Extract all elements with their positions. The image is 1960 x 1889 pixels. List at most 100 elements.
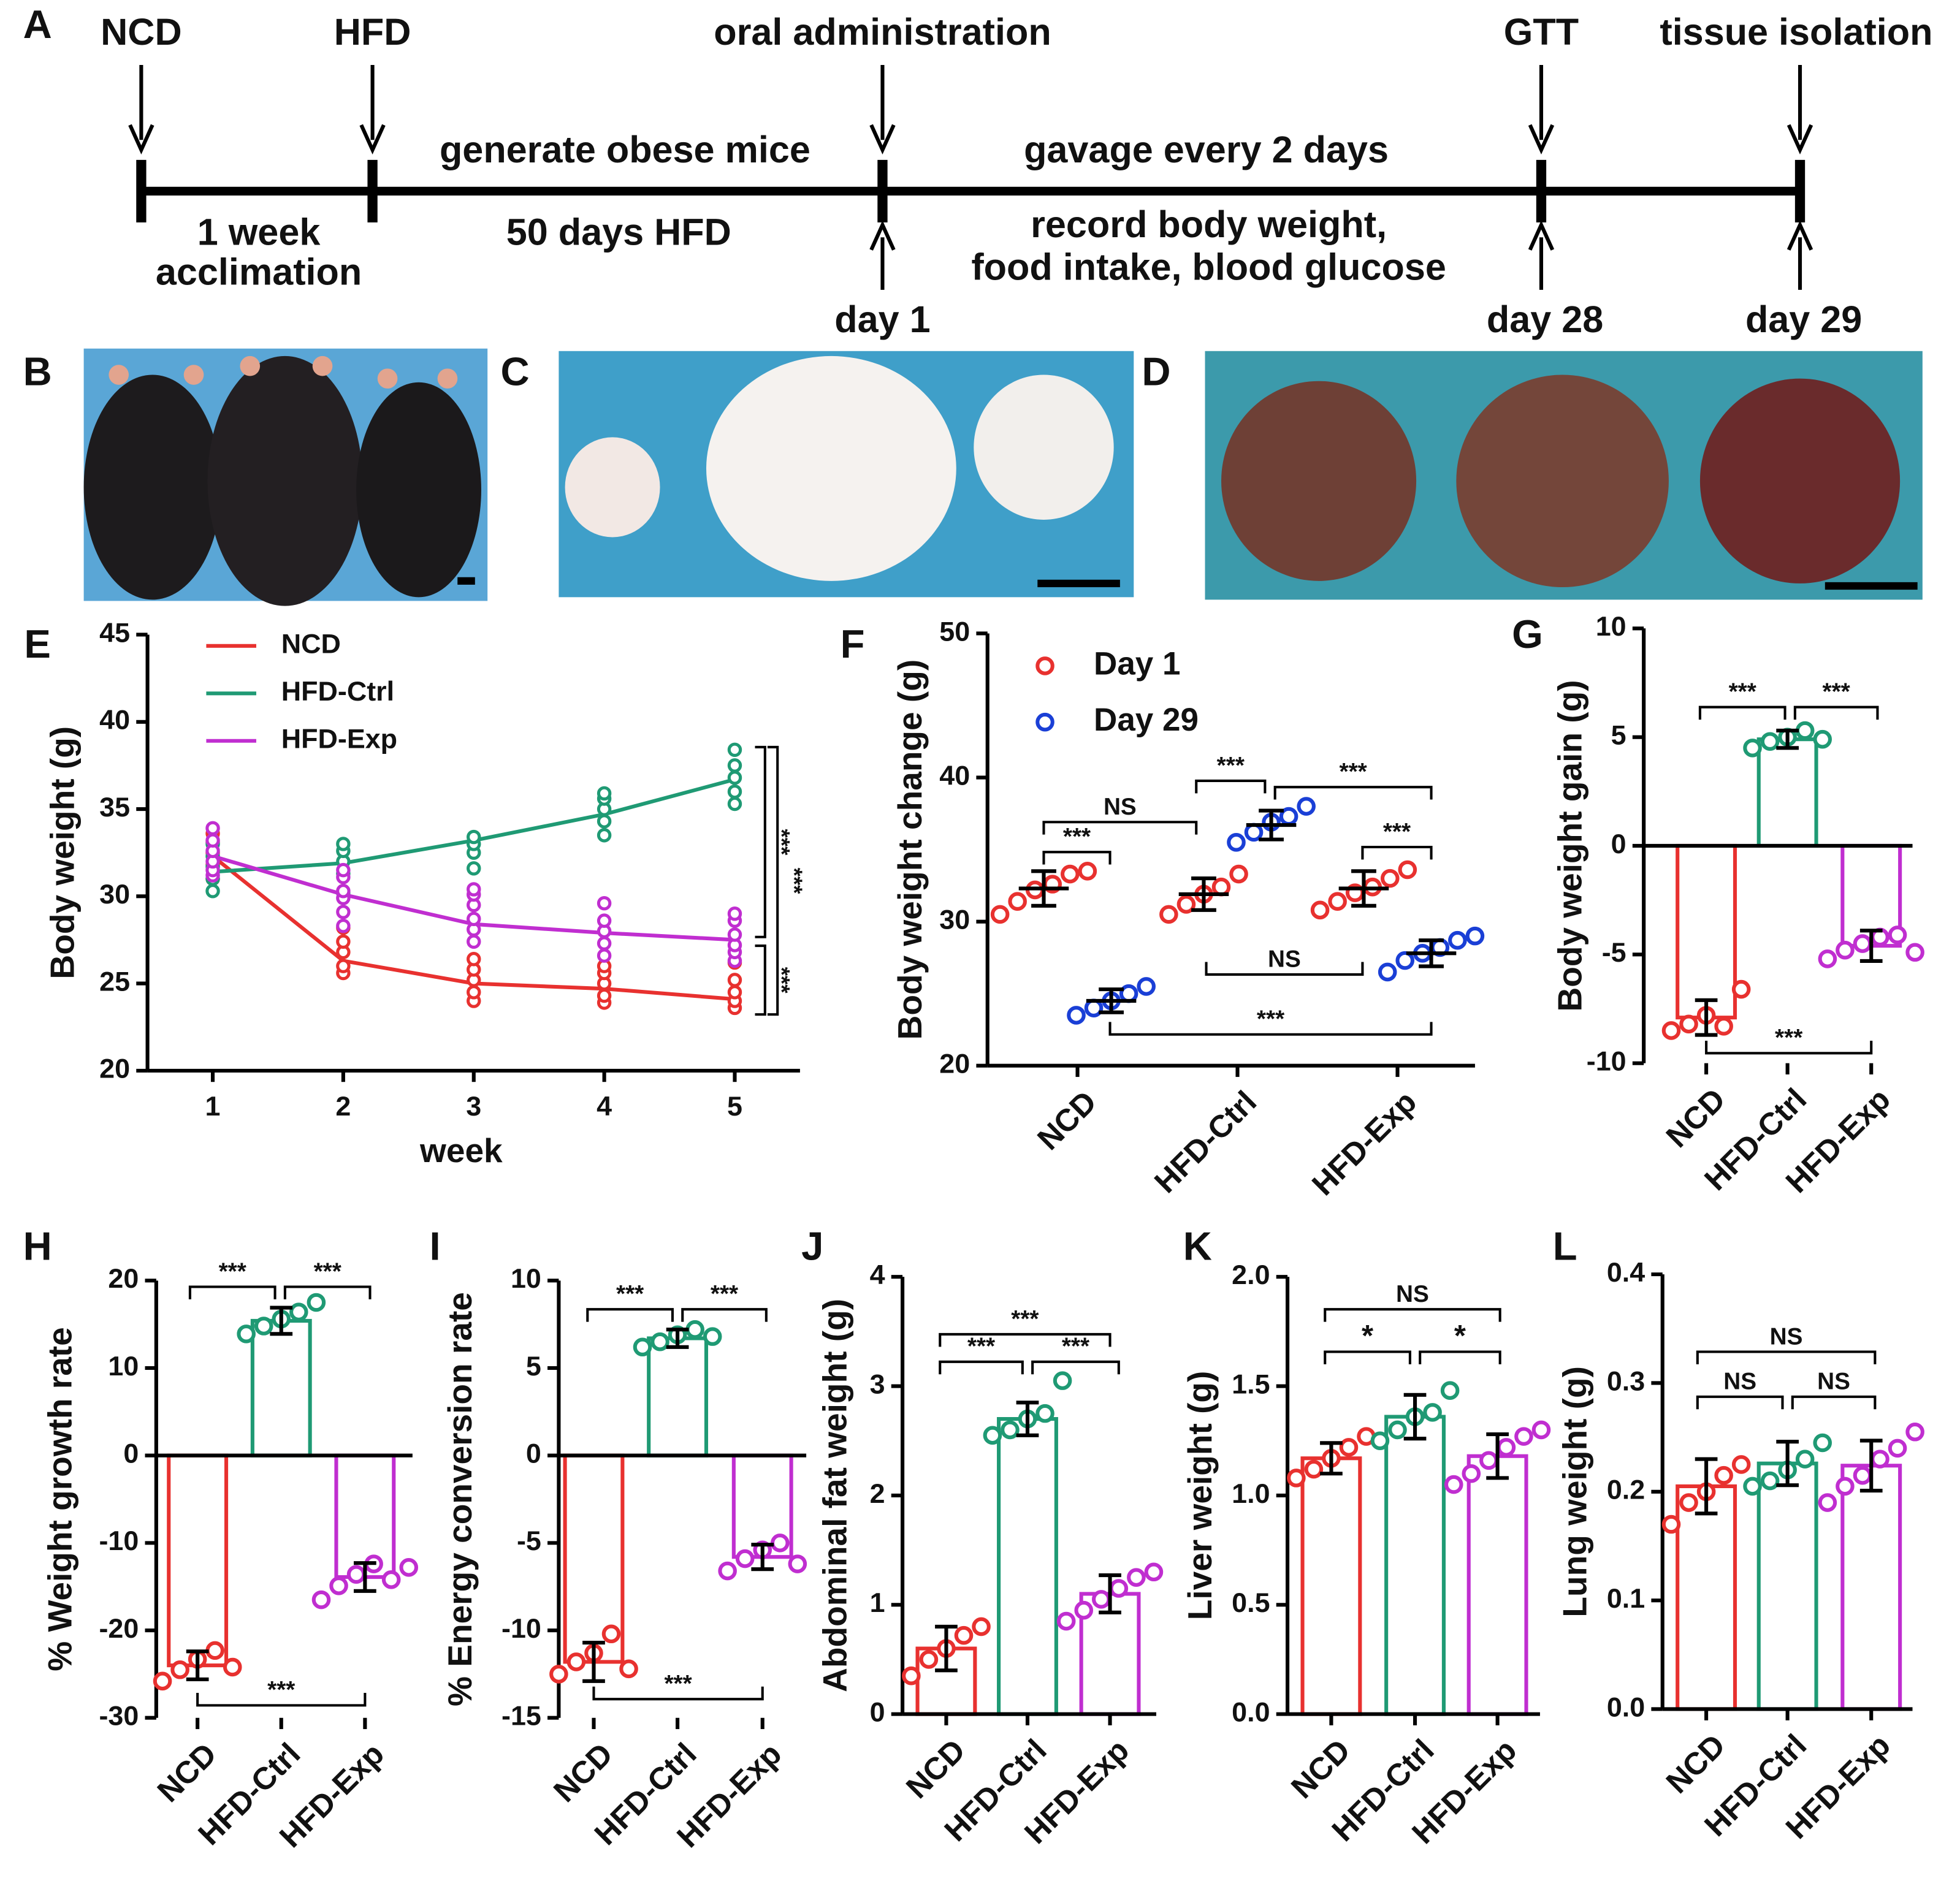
arrow-head <box>1528 220 1555 251</box>
data-point <box>788 1554 807 1573</box>
significance-bracket <box>939 1360 1024 1375</box>
data-point <box>329 1576 348 1595</box>
y-tick-label: 0 <box>123 1438 139 1469</box>
data-point <box>1067 1006 1086 1025</box>
y-tick-label: 10 <box>108 1350 139 1382</box>
data-point <box>1244 823 1264 842</box>
y-tick-label: -10 <box>99 1525 139 1556</box>
significance-label: NS <box>1770 1323 1803 1350</box>
error-bar <box>1018 869 1069 908</box>
data-point <box>619 1659 638 1679</box>
data-point <box>549 1665 568 1684</box>
data-point <box>467 934 481 949</box>
phase-note: food intake, blood glucose <box>971 246 1446 287</box>
data-point <box>1731 979 1751 999</box>
data-point <box>566 1652 586 1671</box>
data-point <box>336 862 351 878</box>
legend-swatch <box>1035 656 1054 675</box>
data-point <box>170 1660 189 1679</box>
data-point <box>307 1293 326 1312</box>
x-tick-label: 5 <box>727 1090 742 1122</box>
data-point <box>1448 930 1467 950</box>
y-tick-label: -20 <box>99 1613 139 1644</box>
data-point <box>1661 1515 1681 1534</box>
error-bar <box>751 1543 774 1572</box>
significance-bracket <box>196 1692 367 1707</box>
panel-label: I <box>429 1224 440 1269</box>
significance-bracket <box>1791 1395 1877 1410</box>
y-tick-label: 0 <box>1611 828 1626 859</box>
data-point <box>1074 1600 1094 1620</box>
y-axis-title: % Weight growth rate <box>40 1327 78 1671</box>
significance-label: *** <box>1340 759 1368 785</box>
data-point <box>1287 1469 1306 1488</box>
data-point <box>1818 1493 1837 1512</box>
bar <box>1756 737 1818 848</box>
bar <box>250 1318 312 1458</box>
significance-label: *** <box>769 829 795 856</box>
data-point <box>1888 925 1907 944</box>
panel-label: L <box>1553 1224 1577 1269</box>
significance-bracket <box>592 1686 764 1701</box>
x-tick-label: 3 <box>466 1090 481 1122</box>
data-point <box>597 786 612 801</box>
legend-label: NCD <box>281 628 341 659</box>
x-tick-label: NCD <box>899 1733 972 1805</box>
data-point <box>205 821 220 836</box>
data-point <box>1091 1590 1111 1609</box>
phase-note: acclimation <box>156 251 362 293</box>
significance-label: *** <box>711 1281 739 1307</box>
significance-label: NS <box>1817 1369 1850 1395</box>
bar <box>647 1336 709 1458</box>
error-bar <box>1320 1441 1343 1476</box>
significance-label: *** <box>1011 1306 1039 1332</box>
y-axis-title: % Energy conversion rate <box>441 1292 479 1706</box>
data-point <box>727 742 742 758</box>
y-tick-label: -5 <box>517 1525 541 1556</box>
data-point <box>1229 864 1248 884</box>
error-bar <box>1486 1432 1509 1480</box>
event-label: NCD <box>101 11 181 53</box>
y-tick-label: 0.0 <box>1607 1691 1645 1722</box>
significance-label: * <box>1454 1320 1466 1353</box>
data-point <box>597 913 612 928</box>
data-point <box>1127 1568 1146 1587</box>
bar <box>1466 1454 1528 1716</box>
significance-bracket <box>1696 1395 1784 1410</box>
significance-label: *** <box>616 1281 644 1307</box>
data-point <box>983 1426 1002 1445</box>
data-point <box>1339 1438 1359 1457</box>
significance-bracket <box>283 1285 372 1299</box>
data-point <box>237 1325 256 1344</box>
data-point <box>1836 1477 1855 1496</box>
significance-bracket <box>939 1332 1112 1347</box>
data-point <box>467 985 481 1000</box>
y-tick-label: -10 <box>1587 1045 1626 1076</box>
data-point <box>1078 862 1097 881</box>
significance-bracket <box>586 1308 674 1322</box>
arrow-head <box>1786 124 1813 155</box>
error-bar <box>935 1624 958 1673</box>
panel-label: A <box>23 2 52 47</box>
y-tick-label: 40 <box>939 759 970 791</box>
bar <box>1756 1461 1818 1711</box>
legend-label: Day 29 <box>1094 702 1199 738</box>
data-point <box>1679 1493 1698 1512</box>
data-point <box>727 758 742 773</box>
x-tick-label: NCD <box>1031 1084 1103 1157</box>
photo-d <box>1205 351 1923 600</box>
y-tick-label: 1.0 <box>1232 1478 1270 1509</box>
legend-swatch <box>1035 712 1054 732</box>
data-point <box>336 934 351 949</box>
data-point <box>1310 900 1330 920</box>
y-tick-label: 2 <box>870 1478 885 1509</box>
data-point <box>1380 868 1400 888</box>
data-point <box>311 1590 331 1610</box>
error-bar <box>1338 869 1389 908</box>
significance-label: * <box>1362 1320 1373 1353</box>
arrow-head <box>869 124 896 155</box>
data-point <box>597 828 612 843</box>
significance-label: *** <box>1063 824 1091 850</box>
data-point <box>1001 1420 1020 1440</box>
significance-label: *** <box>267 1677 296 1703</box>
